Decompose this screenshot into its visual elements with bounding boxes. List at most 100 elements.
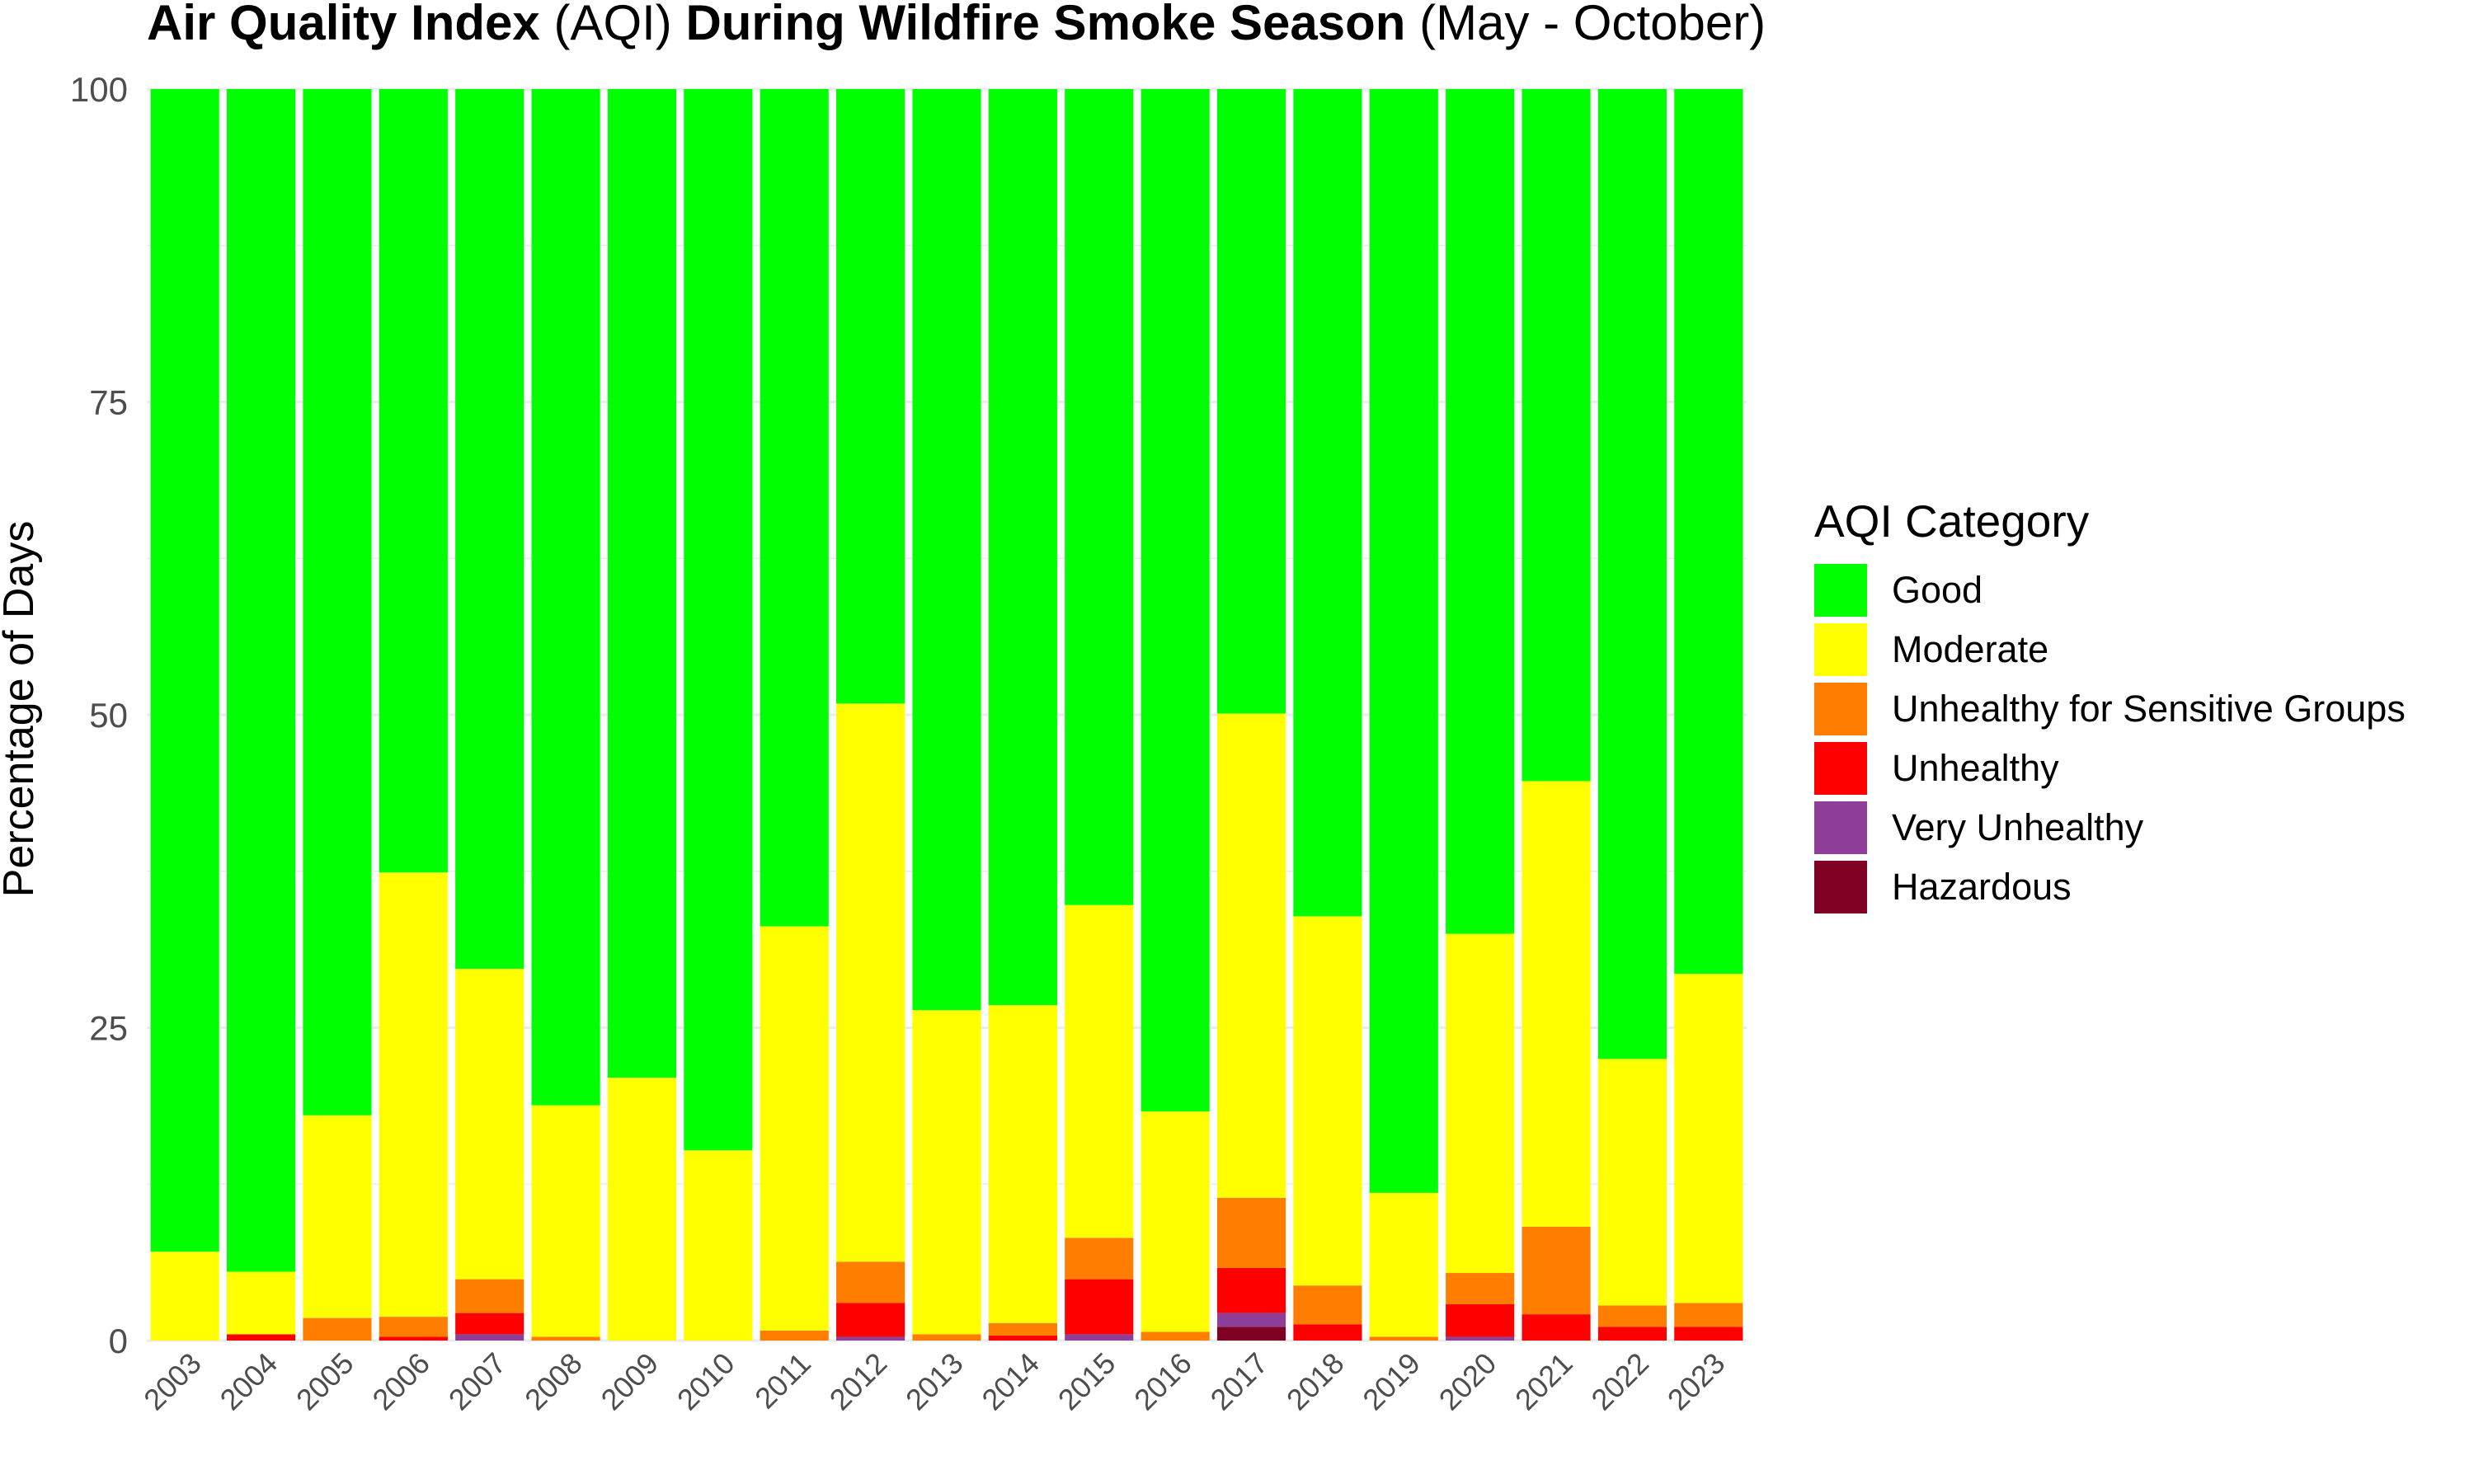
bar-segment-unhealthy-for-sensitive-groups-2014 bbox=[988, 1322, 1057, 1336]
bar-segment-unhealthy-for-sensitive-groups-2012 bbox=[836, 1261, 905, 1303]
bar-segment-moderate-2016 bbox=[1141, 1111, 1210, 1332]
bar-segment-moderate-2006 bbox=[379, 872, 448, 1317]
bar-segment-good-2008 bbox=[531, 89, 600, 1106]
chart-title-part: Air Quality Index bbox=[147, 0, 540, 50]
bar-segment-unhealthy-2012 bbox=[836, 1303, 905, 1337]
bar-segment-unhealthy-2022 bbox=[1597, 1327, 1667, 1341]
bar-segment-unhealthy-for-sensitive-groups-2017 bbox=[1216, 1197, 1286, 1268]
legend-swatch bbox=[1814, 801, 1867, 854]
x-tick-label: 2005 bbox=[289, 1346, 360, 1417]
x-tick-label: 2015 bbox=[1051, 1346, 1122, 1417]
x-tick-label: 2007 bbox=[442, 1346, 513, 1417]
x-tick-label: 2016 bbox=[1127, 1346, 1198, 1417]
bar-segment-moderate-2019 bbox=[1369, 1192, 1438, 1337]
legend-label: Very Unhealthy bbox=[1892, 806, 2144, 848]
bar-segment-unhealthy-for-sensitive-groups-2011 bbox=[760, 1330, 829, 1341]
bar-segment-good-2006 bbox=[379, 89, 448, 873]
bar-segment-good-2014 bbox=[988, 89, 1057, 1006]
bar-segment-moderate-2009 bbox=[607, 1078, 677, 1341]
bar-segment-unhealthy-for-sensitive-groups-2020 bbox=[1446, 1273, 1515, 1304]
bar-segment-unhealthy-for-sensitive-groups-2021 bbox=[1522, 1226, 1591, 1315]
bar-segment-moderate-2003 bbox=[150, 1252, 219, 1341]
legend-swatch bbox=[1814, 623, 1867, 676]
legend-label: Unhealthy bbox=[1892, 747, 2059, 789]
bar-segment-moderate-2018 bbox=[1293, 916, 1362, 1286]
chart-title-part: (AQI) bbox=[540, 0, 686, 50]
legend-label: Unhealthy for Sensitive Groups bbox=[1892, 688, 2406, 730]
bar-segment-good-2003 bbox=[150, 89, 219, 1252]
bar-segment-unhealthy-2006 bbox=[379, 1336, 448, 1341]
bar-segment-good-2019 bbox=[1369, 89, 1438, 1193]
chart-title-part: (May - October) bbox=[1405, 0, 1766, 50]
legend-swatch bbox=[1814, 683, 1867, 735]
bar-segment-very-unhealthy-2012 bbox=[836, 1336, 905, 1341]
bar-segment-moderate-2023 bbox=[1674, 974, 1743, 1303]
bar-segment-good-2009 bbox=[607, 89, 677, 1078]
x-tick-label: 2004 bbox=[214, 1346, 285, 1417]
y-tick-label: 0 bbox=[109, 1322, 128, 1360]
x-tick-label: 2010 bbox=[670, 1346, 741, 1417]
bar-segment-unhealthy-for-sensitive-groups-2013 bbox=[912, 1334, 981, 1341]
legend-label: Hazardous bbox=[1892, 866, 2072, 908]
x-tick-label: 2017 bbox=[1204, 1346, 1275, 1417]
bar-segment-very-unhealthy-2015 bbox=[1065, 1334, 1134, 1341]
bar-segment-good-2013 bbox=[912, 89, 981, 1011]
x-tick-label: 2009 bbox=[595, 1346, 666, 1417]
bar-segment-unhealthy-for-sensitive-groups-2007 bbox=[455, 1279, 524, 1313]
legend-label: Moderate bbox=[1892, 628, 2049, 670]
bar-segment-very-unhealthy-2017 bbox=[1216, 1313, 1286, 1327]
legend-label: Good bbox=[1892, 569, 1983, 611]
bar-segment-moderate-2005 bbox=[303, 1115, 372, 1318]
x-tick-label: 2006 bbox=[365, 1346, 436, 1417]
bar-segment-unhealthy-2017 bbox=[1216, 1267, 1286, 1313]
x-tick-label: 2011 bbox=[748, 1346, 817, 1416]
bar-segment-good-2020 bbox=[1446, 89, 1515, 934]
bar-segment-moderate-2010 bbox=[684, 1150, 753, 1341]
bar-segment-moderate-2017 bbox=[1216, 713, 1286, 1198]
bar-segment-unhealthy-for-sensitive-groups-2008 bbox=[531, 1336, 600, 1341]
bar-segment-unhealthy-2023 bbox=[1674, 1327, 1743, 1341]
bar-segment-good-2016 bbox=[1141, 89, 1210, 1112]
bar-segment-unhealthy-2014 bbox=[988, 1335, 1057, 1341]
x-tick-label: 2022 bbox=[1584, 1346, 1655, 1417]
bar-segment-moderate-2013 bbox=[912, 1010, 981, 1335]
chart-title-part: During Wildfire Smoke Season bbox=[685, 0, 1405, 50]
bar-segment-good-2017 bbox=[1216, 89, 1286, 714]
legend-item: Good bbox=[1814, 561, 2406, 620]
bar-segment-unhealthy-for-sensitive-groups-2023 bbox=[1674, 1303, 1743, 1327]
legend-title: AQI Category bbox=[1814, 495, 2090, 547]
x-tick-label: 2019 bbox=[1356, 1346, 1427, 1417]
x-tick-label: 2012 bbox=[823, 1346, 894, 1417]
y-tick-label: 50 bbox=[89, 696, 128, 735]
bar-segment-unhealthy-2021 bbox=[1522, 1314, 1591, 1341]
x-tick-label: 2021 bbox=[1508, 1346, 1579, 1417]
bar-segment-unhealthy-for-sensitive-groups-2016 bbox=[1141, 1331, 1210, 1341]
x-tick-label: 2023 bbox=[1661, 1346, 1732, 1417]
bar-segment-unhealthy-2015 bbox=[1065, 1279, 1134, 1335]
x-tick-label: 2014 bbox=[975, 1346, 1046, 1417]
bar-segment-unhealthy-for-sensitive-groups-2006 bbox=[379, 1317, 448, 1337]
x-tick-label: 2013 bbox=[899, 1346, 970, 1417]
legend-swatch bbox=[1814, 861, 1867, 913]
bar-segment-moderate-2022 bbox=[1597, 1059, 1667, 1306]
y-tick-label: 100 bbox=[70, 70, 128, 109]
legend: AQI Category Good Moderate Unhealthy for S… bbox=[1814, 495, 2406, 917]
bar-segment-hazardous-2017 bbox=[1216, 1327, 1286, 1341]
bar-segment-unhealthy-for-sensitive-groups-2018 bbox=[1293, 1285, 1362, 1325]
bars bbox=[150, 89, 1743, 1341]
legend-swatch bbox=[1814, 564, 1867, 617]
bar-segment-good-2007 bbox=[455, 89, 524, 970]
bar-segment-very-unhealthy-2007 bbox=[455, 1334, 524, 1341]
bar-segment-unhealthy-for-sensitive-groups-2019 bbox=[1369, 1336, 1438, 1341]
x-tick-label: 2020 bbox=[1432, 1346, 1503, 1417]
legend-item: Unhealthy for Sensitive Groups bbox=[1814, 679, 2406, 739]
y-tick-label: 75 bbox=[89, 383, 128, 422]
bar-segment-moderate-2014 bbox=[988, 1005, 1057, 1323]
bar-segment-good-2010 bbox=[684, 89, 753, 1151]
bar-segment-unhealthy-for-sensitive-groups-2022 bbox=[1597, 1305, 1667, 1327]
bar-segment-moderate-2021 bbox=[1522, 781, 1591, 1227]
bar-segment-good-2018 bbox=[1293, 89, 1362, 917]
bar-segment-moderate-2007 bbox=[455, 969, 524, 1280]
bar-segment-unhealthy-for-sensitive-groups-2015 bbox=[1065, 1237, 1134, 1280]
bar-segment-good-2023 bbox=[1674, 89, 1743, 974]
